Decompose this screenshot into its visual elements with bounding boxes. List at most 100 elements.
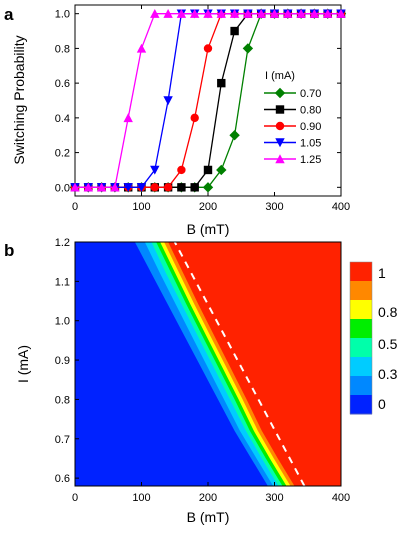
data-point — [150, 165, 160, 175]
legend-entry: 0.70 — [300, 88, 321, 100]
data-point — [163, 183, 173, 192]
data-point — [123, 113, 133, 123]
panel-a-y-tick-label: 0.8 — [55, 43, 70, 55]
panel-a-series — [69, 8, 347, 193]
panel-a-label: a — [4, 5, 14, 24]
panel-a-y-tick-label: 0.4 — [55, 113, 70, 125]
colorbar-segment — [350, 319, 372, 339]
data-point — [203, 44, 213, 53]
panel-b-y-tick-label: 1.2 — [55, 237, 70, 249]
colorbar-label: 1 — [378, 265, 386, 281]
panel-b-y-tick-label: 1.0 — [55, 316, 70, 328]
panel-b-label: b — [4, 241, 14, 260]
data-point — [203, 165, 213, 175]
data-point — [296, 8, 306, 18]
legend-marker — [274, 87, 286, 99]
colorbar-label: 0.5 — [378, 336, 398, 352]
panel-b-y-tick-label: 0.6 — [55, 473, 70, 485]
panel-a-x-axis-label: B (mT) — [187, 221, 230, 237]
panel-b-y-tick-label: 0.9 — [55, 355, 70, 367]
panel-a-chart: 0 100 200 300 400 0.0 0.2 0.4 0.6 0.8 1.0 B (mT) S… — [11, 4, 350, 237]
data-point — [136, 183, 147, 193]
panel-b-x-tick-label: 400 — [332, 492, 350, 504]
data-point — [190, 113, 199, 123]
panel-a-y-tick-label: 1.0 — [55, 9, 70, 21]
panel-b-y-tick-label: 0.8 — [55, 394, 70, 406]
series-1.25 — [70, 8, 346, 192]
data-point — [83, 182, 93, 192]
data-point — [190, 8, 200, 18]
legend-entry: 1.25 — [300, 154, 321, 166]
panel-b-x-axis-label: B (mT) — [187, 509, 230, 525]
data-point — [96, 182, 107, 192]
panel-b-y-tick-label: 1.1 — [55, 276, 70, 288]
data-point — [150, 8, 160, 18]
panel-a-y-tick-label: 0.2 — [55, 148, 70, 160]
colorbar-frame — [349, 261, 373, 415]
panel-a-ticks: 0 100 200 300 400 0.0 0.2 0.4 0.6 0.8 1.0 — [55, 5, 350, 213]
data-point — [217, 78, 226, 88]
data-point — [230, 26, 239, 36]
data-point — [243, 8, 253, 18]
panel-a-y-tick-label: 0.0 — [55, 182, 70, 194]
legend-marker — [275, 121, 285, 131]
panel-a-legend: I (mA) 0.70 0.80 0.90 1.05 1.25 — [264, 70, 321, 166]
data-point — [150, 183, 159, 192]
panel-a-x-tick-label: 400 — [332, 201, 350, 213]
data-point — [177, 183, 186, 192]
colorbar-segment — [350, 281, 372, 301]
data-point — [216, 8, 226, 18]
colorbar-segment — [350, 357, 372, 377]
data-point — [323, 8, 333, 18]
data-point — [309, 8, 320, 18]
data-point — [123, 183, 133, 193]
colorbar-label: 0.3 — [378, 366, 398, 382]
colorbar-segment — [350, 338, 372, 358]
panel-b-chart: 0 100 200 300 400 0.6 0.7 0.8 0.9 1.0 1.1 1.2 B (mT… — [15, 237, 398, 525]
colorbar-segment — [350, 300, 372, 320]
panel-a-x-tick-label: 200 — [199, 201, 217, 213]
colorbar-label: 0 — [378, 396, 386, 412]
panel-b-ticks: 0 100 200 300 400 0.6 0.7 0.8 0.9 1.0 1.1 1.2 — [55, 237, 350, 504]
panel-b-x-tick-label: 100 — [132, 492, 150, 504]
panel-a-legend-title: I (mA) — [265, 70, 295, 82]
panel-b-x-tick-label: 0 — [72, 492, 78, 504]
panel-a-x-tick-label: 100 — [132, 201, 150, 213]
panel-b-x-tick-label: 300 — [265, 492, 283, 504]
data-point — [190, 183, 199, 192]
data-point — [256, 8, 266, 18]
data-point — [283, 8, 293, 18]
data-point — [136, 43, 147, 53]
legend-entry: 0.80 — [300, 105, 321, 117]
data-point — [163, 8, 173, 18]
panel-b-colorbar: 1 0.8 0.5 0.3 0 — [349, 261, 398, 415]
legend-marker — [275, 105, 285, 114]
colorbar-segment — [350, 262, 372, 282]
legend-entry: 1.05 — [300, 138, 321, 150]
panel-a-y-axis-label: Switching Probability — [11, 35, 27, 164]
data-point — [229, 130, 240, 141]
legend-entry: 0.90 — [300, 121, 321, 133]
data-point — [110, 182, 120, 192]
heatmap-region — [75, 242, 264, 486]
panel-a-x-tick-label: 300 — [265, 201, 283, 213]
colorbar-segment — [350, 395, 372, 415]
colorbar-label: 0.8 — [378, 304, 398, 320]
colorbar-segment — [350, 376, 372, 396]
data-point — [202, 182, 214, 193]
data-point — [177, 165, 186, 175]
legend-marker — [275, 154, 285, 164]
panel-b-heatmap — [75, 242, 341, 486]
data-point — [203, 8, 213, 18]
data-point — [70, 182, 80, 192]
data-point — [269, 8, 280, 18]
panel-b-x-tick-label: 200 — [199, 492, 217, 504]
data-point — [176, 8, 187, 18]
panel-a-y-tick-label: 0.6 — [55, 78, 70, 90]
data-point — [336, 8, 346, 18]
panel-a-x-tick-label: 0 — [72, 201, 78, 213]
data-point — [242, 43, 254, 54]
panel-b-y-axis-label: I (mA) — [15, 345, 31, 383]
legend-marker — [275, 138, 285, 148]
data-point — [163, 96, 173, 106]
